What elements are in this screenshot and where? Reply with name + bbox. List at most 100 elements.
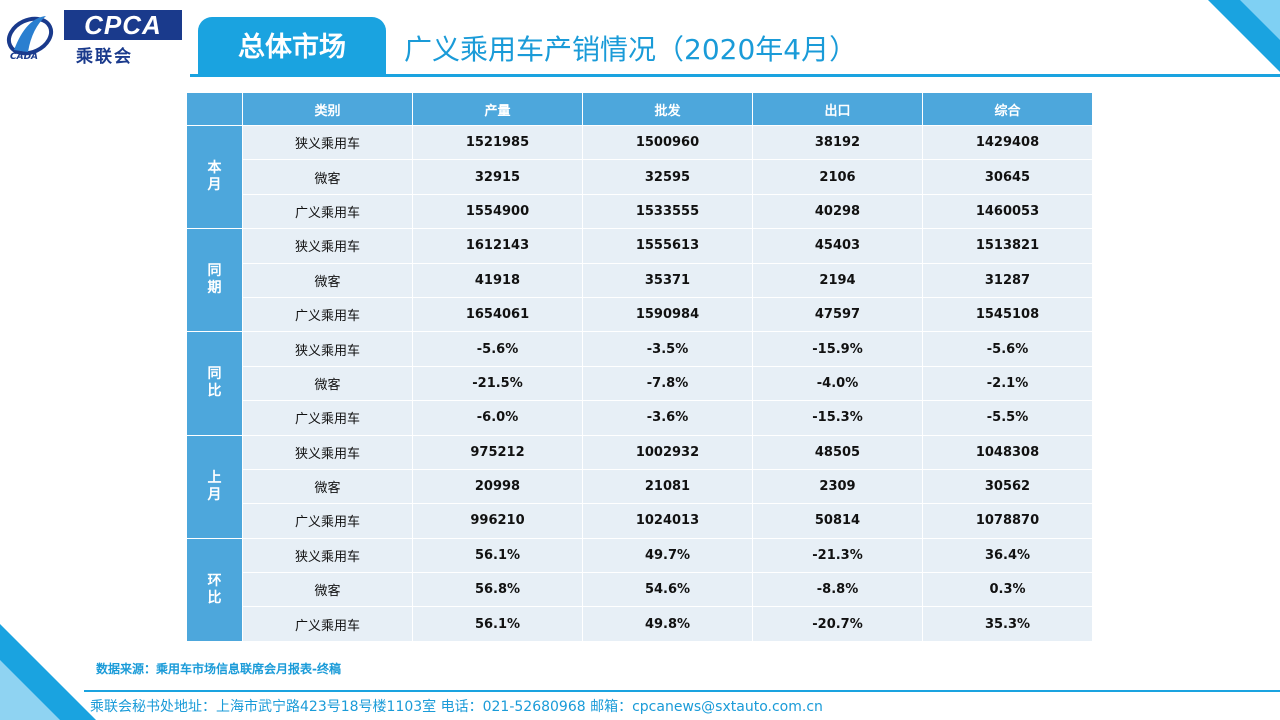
group-label-char: 月 bbox=[207, 486, 222, 503]
value-cell: 32595 bbox=[582, 159, 753, 195]
value-cell: -15.3% bbox=[752, 400, 923, 436]
value-cell: 1521985 bbox=[412, 124, 583, 161]
logo-subtext: CADA bbox=[10, 52, 39, 62]
category-cell: 广义乘用车 bbox=[242, 606, 413, 642]
value-cell: 30645 bbox=[922, 159, 1093, 195]
value-cell: 56.8% bbox=[412, 572, 583, 608]
group-label-char: 上 bbox=[207, 469, 222, 486]
group-label: 本月 bbox=[186, 124, 243, 230]
group-label-char: 同 bbox=[207, 366, 222, 383]
section-tab: 总体市场 bbox=[198, 17, 386, 75]
value-cell: -6.0% bbox=[412, 400, 583, 436]
value-cell: 49.7% bbox=[582, 537, 753, 574]
value-cell: 1612143 bbox=[412, 228, 583, 264]
value-cell: -2.1% bbox=[922, 365, 1093, 402]
value-cell: 38192 bbox=[752, 124, 923, 161]
value-cell: 1429408 bbox=[922, 124, 1093, 161]
footer-divider bbox=[84, 690, 1280, 692]
value-cell: 1048308 bbox=[922, 434, 1093, 470]
value-cell: 47597 bbox=[752, 296, 923, 333]
value-cell: 2194 bbox=[752, 262, 923, 298]
header-cell-blank bbox=[186, 92, 243, 126]
table-row: 广义乘用车 1654061 1590984 47597 1545108 bbox=[187, 296, 1093, 333]
category-cell: 狭义乘用车 bbox=[242, 124, 413, 161]
value-cell: 1078870 bbox=[922, 503, 1093, 539]
group-label: 同期 bbox=[186, 228, 243, 333]
group-label-char: 期 bbox=[207, 280, 222, 297]
page-title: 广义乘用车产销情况（2020年4月） bbox=[404, 33, 858, 66]
value-cell: 56.1% bbox=[412, 537, 583, 574]
table-row: 本月狭义乘用车 1521985 1500960 38192 1429408 bbox=[186, 124, 1093, 230]
group-label-char: 比 bbox=[207, 383, 222, 400]
value-cell: -3.6% bbox=[582, 400, 753, 436]
value-cell: -7.8% bbox=[582, 365, 753, 402]
group-label-char: 比 bbox=[207, 589, 222, 606]
logo-chinese-name: 乘联会 bbox=[76, 47, 133, 67]
category-cell: 微客 bbox=[242, 468, 413, 505]
value-cell: 1500960 bbox=[582, 124, 753, 161]
table-row: 广义乘用车 996210 1024013 50814 1078870 bbox=[187, 503, 1093, 539]
value-cell: 2106 bbox=[752, 159, 923, 195]
value-cell: -8.8% bbox=[752, 572, 923, 608]
group-label: 上月 bbox=[186, 434, 243, 539]
table-row: 微客 -21.5% -7.8% -4.0% -2.1% bbox=[187, 365, 1093, 402]
group-label-char: 本 bbox=[207, 160, 222, 177]
value-cell: 1554900 bbox=[412, 193, 583, 230]
value-cell: -4.0% bbox=[752, 365, 923, 402]
value-cell: 41918 bbox=[412, 262, 583, 298]
table-row: 微客 20998 21081 2309 30562 bbox=[187, 468, 1093, 505]
header-divider bbox=[190, 74, 1280, 77]
group-label-char: 同 bbox=[207, 263, 222, 280]
category-cell: 狭义乘用车 bbox=[242, 537, 413, 574]
category-cell: 狭义乘用车 bbox=[242, 331, 413, 367]
column-header: 产量 bbox=[412, 92, 583, 126]
table-row: 微客 41918 35371 2194 31287 bbox=[187, 262, 1093, 298]
value-cell: 1460053 bbox=[922, 193, 1093, 230]
column-header: 类别 bbox=[242, 92, 413, 126]
value-cell: -5.5% bbox=[922, 400, 1093, 436]
data-source-note: 数据来源：乘用车市场信息联席会月报表-终稿 bbox=[96, 662, 341, 676]
table-row: 环比狭义乘用车 56.1% 49.7% -21.3% 36.4% bbox=[186, 537, 1093, 642]
value-cell: 1513821 bbox=[922, 228, 1093, 264]
footer-contact: 乘联会秘书处地址：上海市武宁路423号18号楼1103室 电话：021-5268… bbox=[90, 699, 823, 715]
table-row: 微客 32915 32595 2106 30645 bbox=[187, 159, 1093, 195]
value-cell: 32915 bbox=[412, 159, 583, 195]
column-header: 综合 bbox=[922, 92, 1093, 126]
value-cell: 21081 bbox=[582, 468, 753, 505]
table-row: 广义乘用车 56.1% 49.8% -20.7% 35.3% bbox=[187, 606, 1093, 642]
value-cell: -21.5% bbox=[412, 365, 583, 402]
value-cell: 1002932 bbox=[582, 434, 753, 470]
table-row: 上月狭义乘用车 975212 1002932 48505 1048308 bbox=[186, 434, 1093, 539]
group-label-char: 月 bbox=[207, 177, 222, 194]
value-cell: -5.6% bbox=[922, 331, 1093, 367]
value-cell: 56.1% bbox=[412, 606, 583, 642]
logo-brand-text: CPCA bbox=[64, 10, 182, 40]
category-cell: 微客 bbox=[242, 262, 413, 298]
corner-decoration-bottom-left-light bbox=[0, 660, 60, 720]
table-row: 微客 56.8% 54.6% -8.8% 0.3% bbox=[187, 572, 1093, 608]
value-cell: 1024013 bbox=[582, 503, 753, 539]
table-row: 同比狭义乘用车 -5.6% -3.5% -15.9% -5.6% bbox=[186, 331, 1093, 436]
category-cell: 广义乘用车 bbox=[242, 503, 413, 539]
table-header-row: 类别 产量 批发 出口 综合 bbox=[186, 92, 1093, 126]
value-cell: 50814 bbox=[752, 503, 923, 539]
value-cell: 996210 bbox=[412, 503, 583, 539]
group-label: 同比 bbox=[186, 331, 243, 436]
column-header: 批发 bbox=[582, 92, 753, 126]
category-cell: 微客 bbox=[242, 572, 413, 608]
group-label-char: 环 bbox=[207, 572, 222, 589]
table-row: 广义乘用车 -6.0% -3.6% -15.3% -5.5% bbox=[187, 400, 1093, 436]
value-cell: 1654061 bbox=[412, 296, 583, 333]
value-cell: 35.3% bbox=[922, 606, 1093, 642]
value-cell: 35371 bbox=[582, 262, 753, 298]
category-cell: 狭义乘用车 bbox=[242, 434, 413, 470]
value-cell: -20.7% bbox=[752, 606, 923, 642]
value-cell: -21.3% bbox=[752, 537, 923, 574]
category-cell: 广义乘用车 bbox=[242, 400, 413, 436]
table-row: 广义乘用车 1554900 1533555 40298 1460053 bbox=[187, 193, 1093, 230]
table-row: 同期狭义乘用车 1612143 1555613 45403 1513821 bbox=[186, 228, 1093, 333]
value-cell: -15.9% bbox=[752, 331, 923, 367]
value-cell: -3.5% bbox=[582, 331, 753, 367]
value-cell: 45403 bbox=[752, 228, 923, 264]
value-cell: 20998 bbox=[412, 468, 583, 505]
